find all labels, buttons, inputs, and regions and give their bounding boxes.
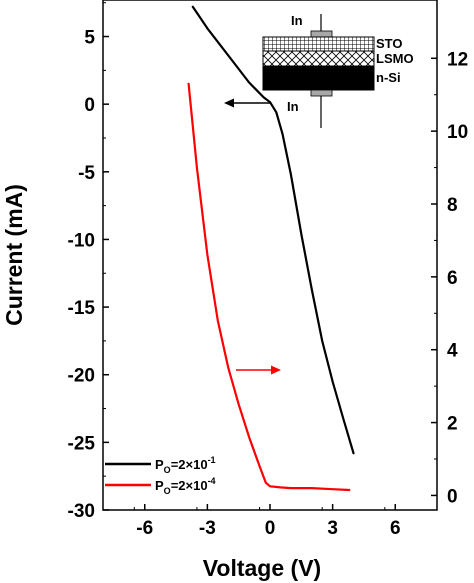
y-right-tick-label: 2	[447, 414, 458, 435]
sto-label: STO	[376, 36, 403, 51]
right-axis-arrow	[236, 365, 281, 375]
y-left-tick-label: -25	[68, 433, 96, 454]
x-axis-title: Voltage (V)	[203, 555, 321, 581]
y-left-tick-label: -20	[68, 366, 95, 387]
left-axis-arrow	[224, 98, 270, 108]
n-si-layer	[262, 65, 375, 91]
y-left-tick-label: -30	[68, 501, 95, 522]
x-axis-ticks: -6 -3 0 3 6	[133, 504, 401, 539]
y-left-tick-label: 5	[84, 28, 95, 49]
bottom-indium-contact	[310, 89, 333, 97]
series-line-black	[191, 5, 355, 455]
y-right-tick-label: 10	[447, 122, 468, 143]
legend: PO=2×10-1 PO=2×10-4	[105, 455, 216, 496]
x-tick-label: -3	[199, 518, 216, 539]
bottom-contact-label: In	[287, 99, 299, 114]
y-right-tick-label: 4	[447, 341, 458, 362]
lsmo-layer	[262, 50, 375, 67]
y-right-tick-label: 0	[447, 486, 458, 507]
device-schematic-inset: In In STO LSMO n-Si	[262, 13, 414, 128]
legend-label-red-value: =2×10	[171, 478, 208, 493]
y-right-tick-label: 12	[447, 49, 468, 70]
y-right-axis-ticks: 12 10 8 6 4 2 0	[431, 49, 468, 507]
series-group	[187, 5, 355, 492]
legend-label-black-prefix: P	[155, 457, 164, 472]
legend-label-black-exp: -1	[208, 455, 216, 465]
svg-text:PO=2×10-4: PO=2×10-4	[155, 476, 216, 496]
top-indium-contact	[310, 30, 333, 38]
x-tick-label: 6	[390, 518, 401, 539]
y-left-tick-label: -5	[78, 163, 95, 184]
legend-entry-black: PO=2×10-1	[105, 455, 216, 475]
legend-label-black-sub: O	[164, 465, 171, 475]
y-left-tick-label: -10	[68, 230, 95, 251]
top-contact-label: In	[291, 13, 303, 28]
x-tick-label: -6	[136, 518, 153, 539]
y-left-tick-label: 0	[84, 95, 95, 116]
series-line-red	[187, 82, 351, 492]
y-left-tick-label: -15	[68, 298, 96, 319]
legend-label-black-value: =2×10	[171, 457, 208, 472]
legend-entry-red: PO=2×10-4	[105, 476, 216, 496]
legend-label-red-sub: O	[164, 486, 171, 496]
lsmo-label: LSMO	[376, 51, 414, 66]
y-right-tick-label: 8	[447, 195, 458, 216]
x-tick-label: 0	[265, 518, 276, 539]
n-si-label: n-Si	[376, 70, 401, 85]
legend-label-red-prefix: P	[155, 478, 164, 493]
legend-label-red-exp: -4	[208, 476, 216, 486]
y-right-tick-label: 6	[447, 268, 458, 289]
svg-text:PO=2×10-1: PO=2×10-1	[155, 455, 216, 475]
sto-layer	[262, 36, 375, 52]
x-tick-label: 3	[327, 518, 338, 539]
y-axis-title: Current (mA)	[1, 184, 27, 326]
y-left-axis-ticks: 5 0 -5 -10 -15 -20 -25 -30	[68, 2, 109, 522]
